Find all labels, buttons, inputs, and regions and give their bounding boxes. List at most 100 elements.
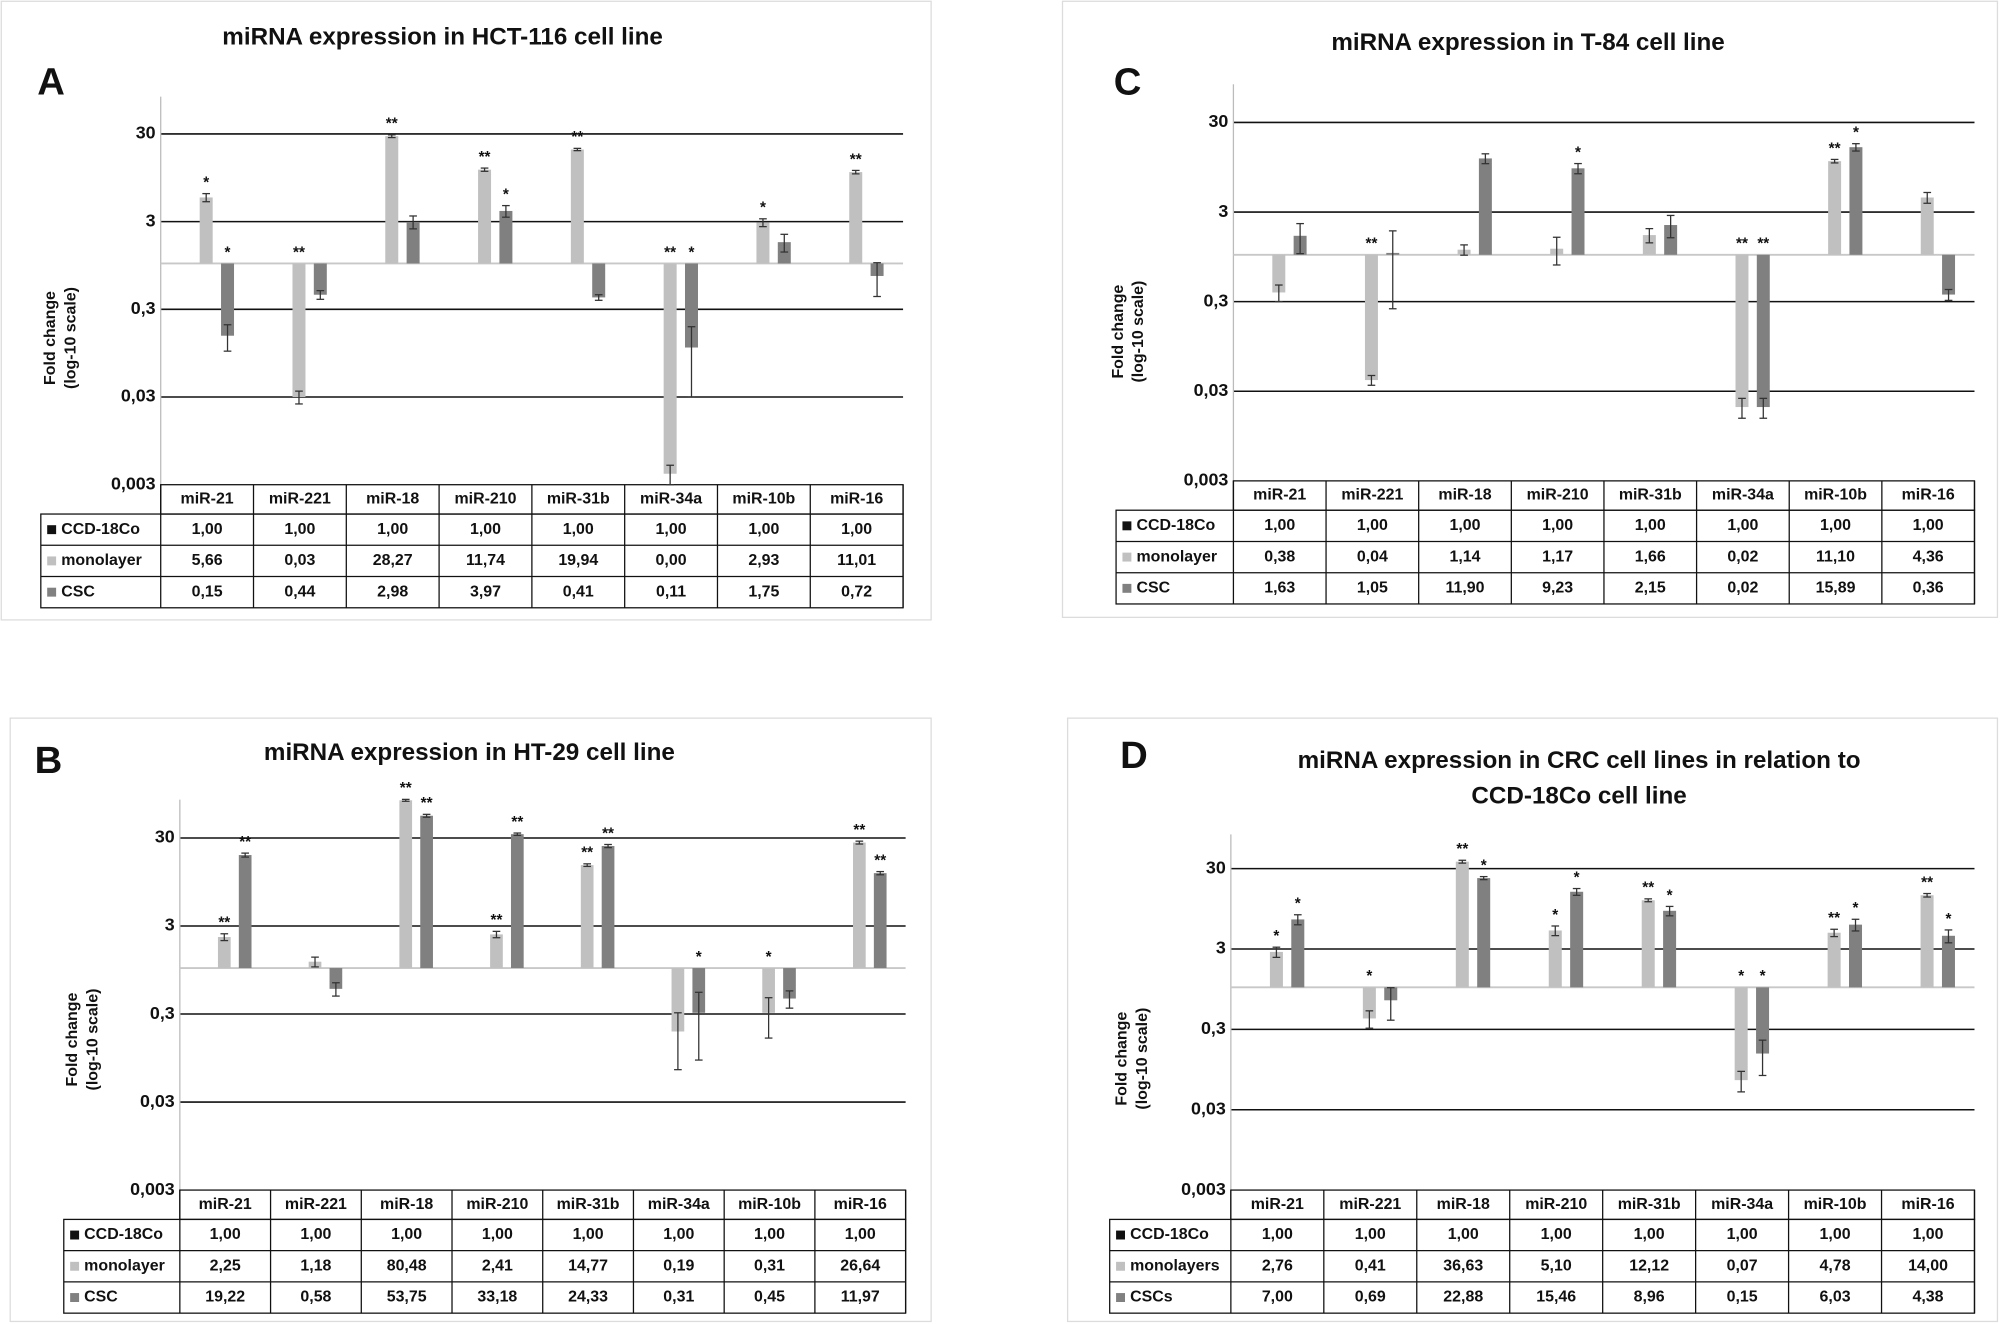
table-value: 1,00 (748, 521, 779, 538)
table-value: 2,93 (748, 552, 779, 569)
y-axis-label: Fold change (1114, 1012, 1131, 1106)
table-value: 1,66 (1635, 548, 1666, 565)
panel-letter: C (1114, 60, 1142, 103)
bar (1571, 168, 1585, 255)
bar (329, 968, 343, 989)
table-value: 53,75 (387, 1289, 427, 1306)
panel-letter: D (1120, 734, 1148, 777)
y-axis-label: Fold change (64, 992, 81, 1086)
table-value: 1,00 (470, 521, 501, 538)
bar (1548, 930, 1562, 988)
category-label: miR-210 (466, 1196, 528, 1213)
bar (1849, 924, 1863, 988)
legend-swatch (47, 587, 57, 597)
significance-label: ** (1642, 880, 1654, 897)
bar (499, 210, 513, 264)
significance-label: * (503, 186, 509, 203)
significance-label: * (766, 949, 772, 966)
bar (1756, 987, 1770, 1054)
legend-label: CCD-18Co (1136, 517, 1215, 534)
significance-label: * (1295, 896, 1301, 913)
table-value: 1,00 (300, 1226, 331, 1243)
bar (1642, 235, 1656, 255)
y-tick-label: 30 (1206, 857, 1226, 877)
category-label: miR-221 (285, 1196, 347, 1213)
y-tick-label: 0,03 (1191, 1098, 1226, 1118)
table-value: 1,00 (482, 1226, 513, 1243)
table-value: 1,00 (210, 1226, 241, 1243)
bar (1364, 254, 1378, 381)
table-value: 1,00 (1541, 1226, 1572, 1243)
significance-label: ** (239, 834, 251, 851)
category-label: miR-10b (1804, 487, 1867, 504)
significance-label: * (1574, 869, 1580, 886)
significance-label: * (1853, 900, 1859, 917)
bar (1756, 254, 1770, 408)
table-value: 1,00 (1448, 1226, 1479, 1243)
table-value: 7,00 (1262, 1289, 1293, 1306)
table-value: 1,00 (573, 1226, 604, 1243)
table-value: 0,38 (1264, 548, 1295, 565)
table-value: 1,05 (1357, 580, 1388, 597)
bar (1734, 987, 1748, 1081)
table-value: 1,00 (1727, 1226, 1758, 1243)
table-value: 1,00 (377, 521, 408, 538)
category-label: miR-21 (181, 491, 234, 508)
legend-swatch (70, 1293, 80, 1302)
category-label: miR-221 (1339, 1196, 1401, 1213)
bar (1828, 161, 1842, 255)
y-tick-label: 0,003 (111, 473, 156, 493)
bar (238, 855, 252, 969)
bar (692, 968, 706, 1013)
significance-label: ** (664, 244, 676, 261)
category-label: miR-31b (1619, 487, 1682, 504)
table-value: 0,02 (1727, 580, 1758, 597)
table-value: 6,03 (1820, 1289, 1851, 1306)
table-value: 0,04 (1357, 548, 1388, 565)
bar (1941, 935, 1955, 988)
legend-swatch (1116, 1261, 1125, 1271)
significance-label: ** (218, 915, 230, 932)
bar (1272, 254, 1286, 293)
bar (510, 834, 524, 969)
table-value: 1,00 (284, 521, 315, 538)
bar (1291, 919, 1305, 988)
table-value: 33,18 (477, 1289, 517, 1306)
table-value: 0,19 (663, 1257, 694, 1274)
table-value: 1,00 (841, 521, 872, 538)
legend-label: CSC (84, 1289, 118, 1306)
chart-title: miRNA expression in HT-29 cell line (264, 739, 675, 766)
bar (1455, 861, 1469, 988)
table-value: 12,12 (1629, 1257, 1669, 1274)
y-axis-label: (log-10 scale) (1134, 1008, 1151, 1110)
bar (1942, 254, 1956, 295)
table-value: 0,15 (1727, 1289, 1758, 1306)
table-value: 0,31 (754, 1257, 785, 1274)
table-value: 14,77 (568, 1257, 608, 1274)
bar (570, 149, 584, 264)
legend-label: CSCs (1130, 1289, 1173, 1306)
significance-label: * (760, 200, 766, 217)
table-value: 1,00 (1262, 1226, 1293, 1243)
panel-frame (1066, 717, 1999, 1323)
bar (313, 263, 327, 295)
significance-label: ** (400, 780, 412, 797)
significance-label: * (1366, 968, 1372, 985)
table-value: 19,22 (205, 1289, 245, 1306)
table-value: 19,94 (558, 552, 598, 569)
chart-title: miRNA expression in T-84 cell line (1331, 29, 1724, 56)
legend-label: CSC (1136, 580, 1170, 597)
bar (1920, 895, 1934, 988)
table-value: 11,74 (466, 552, 505, 569)
table-value: 1,00 (1820, 517, 1851, 534)
table-value: 22,88 (1443, 1289, 1483, 1306)
legend-label: CCD-18Co (84, 1226, 163, 1243)
table-value: 24,33 (568, 1289, 608, 1306)
table-value: 1,00 (1727, 517, 1758, 534)
bar (199, 197, 213, 264)
category-label: miR-21 (199, 1196, 252, 1213)
legend-label: monolayer (61, 552, 142, 569)
bar (671, 968, 685, 1032)
table-value: 2,15 (1635, 580, 1666, 597)
significance-label: * (689, 244, 695, 261)
